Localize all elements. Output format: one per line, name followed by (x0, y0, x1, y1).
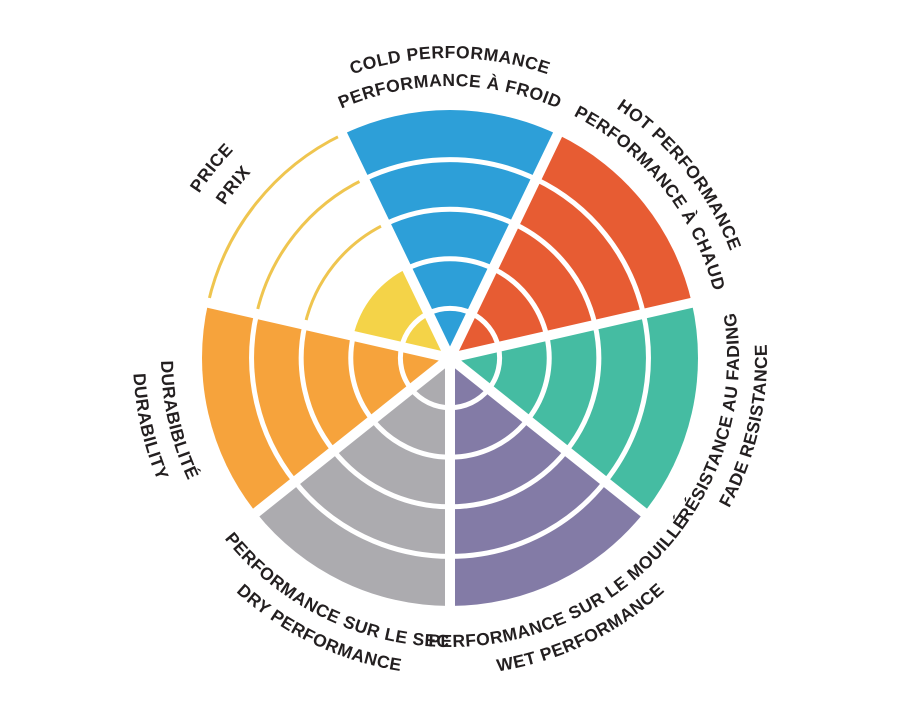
ring-divider-durability-2 (348, 335, 375, 422)
ring-divider-fade-resistance-4 (603, 313, 651, 484)
ring-divider-dry-performance-4 (292, 480, 451, 559)
ring-divider-hot-performance-3 (513, 221, 598, 326)
ring-divider-wet-performance-3 (449, 449, 569, 510)
sector-hot-performance (450, 134, 692, 358)
sector-label-cold-performance-fr: PERFORMANCE À FROID (335, 70, 564, 112)
empty-ring-outline-price-4 (255, 177, 365, 315)
ring-divider-dry-performance-2 (370, 418, 451, 460)
ring-divider-fade-resistance-2 (525, 335, 552, 422)
ring-divider-cold-performance-4 (362, 157, 538, 182)
ring-divider-wet-performance-4 (449, 480, 608, 559)
ring-divider-wet-performance-2 (449, 418, 530, 460)
ring-divider-hot-performance-2 (491, 266, 550, 337)
sector-gap (332, 121, 455, 361)
sector-gap (445, 121, 568, 361)
sector-durability (202, 302, 450, 513)
sector-dry-performance (256, 358, 450, 606)
sector-gap (448, 295, 705, 363)
ring-divider-dry-performance-3 (331, 449, 451, 510)
sector-price (353, 268, 450, 358)
empty-ring-outline-price-5 (206, 133, 344, 304)
sector-wet-performance (450, 358, 644, 606)
ring-divider-cold-performance-2 (405, 256, 495, 271)
ring-divider-cold-performance-3 (384, 206, 516, 227)
ring-divider-durability-4 (249, 313, 297, 484)
sector-cold-performance (342, 110, 558, 358)
ring-divider-hot-performance-4 (534, 176, 646, 315)
sector-gap (243, 354, 454, 525)
sector-gap (195, 295, 452, 363)
sector-gap (446, 354, 657, 525)
sector-fade-resistance (450, 302, 698, 513)
ring-divider-fade-resistance-3 (564, 324, 602, 453)
empty-ring-outline-price-3 (303, 222, 387, 326)
ring-divider-durability-3 (298, 324, 336, 453)
